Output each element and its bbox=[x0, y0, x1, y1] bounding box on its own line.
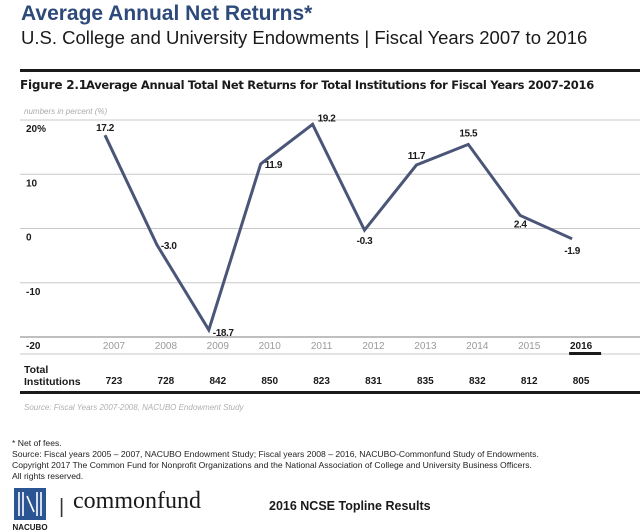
series-line bbox=[103, 122, 573, 334]
institutions-count: 832 bbox=[469, 376, 486, 387]
x-axis-ticks: 2007 2008 2009 2010 2011 2012 2013 2014 2015 2016 bbox=[103, 341, 602, 355]
nacubo-logo-icon: NACUBO bbox=[12, 488, 48, 532]
institutions-row-label: Total Institutions bbox=[24, 364, 81, 388]
figure-top-rule bbox=[20, 69, 640, 72]
report-title: 2016 NCSE Topline Results bbox=[269, 499, 431, 513]
x-tick-label: 2012 bbox=[362, 341, 385, 352]
institutions-count: 812 bbox=[521, 376, 538, 387]
page-title: Average Annual Net Returns* bbox=[21, 2, 313, 25]
y-tick-label: -10 bbox=[26, 287, 41, 298]
page-subtitle: U.S. College and University Endowments |… bbox=[21, 27, 588, 48]
x-tick-label: 2013 bbox=[414, 341, 437, 352]
data-label: 11.7 bbox=[408, 151, 426, 162]
x-tick-label: 2009 bbox=[207, 341, 230, 352]
institutions-count: 835 bbox=[417, 376, 434, 387]
institutions-count: 831 bbox=[365, 376, 382, 387]
logo-separator: | bbox=[59, 496, 65, 518]
chart-source-note: Source: Fiscal Years 2007-2008, NACUBO E… bbox=[24, 403, 244, 412]
commonfund-logo: commonfund bbox=[73, 488, 201, 514]
data-label: -0.3 bbox=[357, 236, 373, 247]
footnote-source: Source: Fiscal years 2005 – 2007, NACUBO… bbox=[12, 449, 539, 459]
footnotes: * Net of fees. Source: Fiscal years 2005… bbox=[12, 438, 632, 482]
line-chart: 20% 10 0 -10 -20 2007 2008 2009 2010 2011 2012 201… bbox=[20, 113, 640, 387]
units-note: numbers in percent (%) bbox=[24, 107, 108, 116]
y-axis-ticks: 20% 10 0 -10 -20 bbox=[26, 124, 46, 352]
x-tick-label: 2010 bbox=[259, 341, 282, 352]
institutions-label-line2: Institutions bbox=[24, 376, 81, 388]
footnote-rights: All rights reserved. bbox=[12, 471, 84, 481]
institutions-count: 842 bbox=[209, 376, 226, 387]
figure-bottom-rule bbox=[20, 391, 640, 394]
figure-label: Figure 2.1 bbox=[20, 78, 87, 92]
y-tick-label: 10 bbox=[26, 178, 38, 189]
data-label: 19.2 bbox=[318, 113, 337, 124]
institutions-row: 723 728 842 850 823 831 835 832 812 805 bbox=[106, 376, 590, 387]
institutions-count: 823 bbox=[313, 376, 330, 387]
institutions-count: 850 bbox=[261, 376, 278, 387]
figure-title: Average Annual Total Net Returns for Tot… bbox=[86, 78, 594, 92]
x-tick-label: 2016 bbox=[570, 341, 593, 352]
institutions-count: 723 bbox=[106, 376, 123, 387]
institutions-count: 805 bbox=[573, 376, 590, 387]
footnote-copyright: Copyright 2017 The Common Fund for Nonpr… bbox=[12, 460, 532, 470]
y-tick-label: -20 bbox=[26, 341, 41, 352]
data-label: 15.5 bbox=[459, 128, 478, 139]
y-tick-label: 0 bbox=[26, 233, 32, 244]
x-tick-label: 2008 bbox=[155, 341, 178, 352]
data-label: 2.4 bbox=[514, 219, 528, 230]
y-tick-label: 20% bbox=[26, 124, 46, 135]
data-label: 11.9 bbox=[265, 160, 283, 171]
nacubo-logo-text: NACUBO bbox=[12, 523, 47, 532]
x-tick-label: 2014 bbox=[466, 341, 489, 352]
data-label: -18.7 bbox=[213, 328, 235, 339]
x-tick-label: 2011 bbox=[311, 341, 333, 352]
x-tick-label: 2015 bbox=[518, 341, 541, 352]
footnote-net-of-fees: * Net of fees. bbox=[12, 438, 62, 448]
return-line bbox=[103, 122, 573, 334]
data-label: -3.0 bbox=[161, 241, 177, 252]
data-labels: 17.2 -3.0 -18.7 11.9 19.2 -0.3 11.7 15.5 2.4 -1.9 bbox=[96, 113, 581, 339]
data-label: -1.9 bbox=[564, 246, 580, 257]
institutions-label-line1: Total bbox=[24, 364, 49, 376]
data-label: 17.2 bbox=[96, 123, 115, 134]
x-tick-label: 2007 bbox=[103, 341, 126, 352]
highlight-underline bbox=[569, 352, 602, 355]
institutions-count: 728 bbox=[158, 376, 175, 387]
